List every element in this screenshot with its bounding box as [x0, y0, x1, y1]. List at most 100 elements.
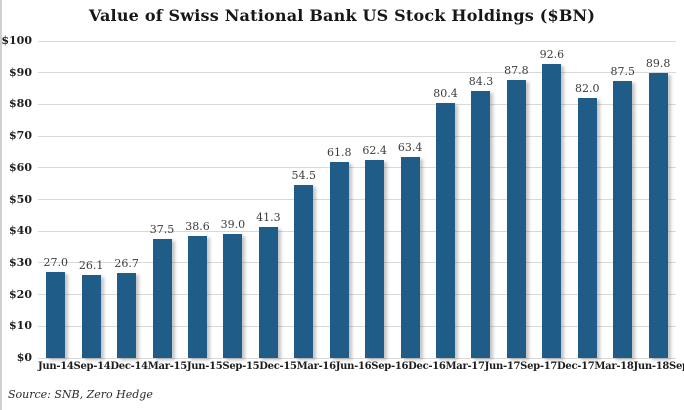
bar-value-label: 62.4	[362, 144, 387, 158]
x-tick-label: Jun-14	[38, 361, 74, 372]
x-tick-label: Dec-16	[408, 361, 446, 372]
bar-cell: 61.8	[322, 41, 357, 358]
bars-container: 27.0 26.1 26.7 37.5 38.6 39.0 41.3 54.5 61.8 62.4…	[38, 41, 676, 358]
y-tick-label: $0	[16, 351, 32, 364]
bar-cell: 27.0	[38, 41, 73, 358]
x-tick-label: Jun-17	[484, 361, 521, 372]
bar-value-label: 89.8	[645, 57, 671, 71]
bar	[648, 73, 668, 358]
bar-value-label: 80.4	[433, 87, 458, 101]
bar-cell: 92.6	[534, 41, 569, 358]
x-tick-label: Dec-17	[557, 361, 595, 372]
bar	[152, 239, 172, 358]
y-tick-label: $100	[1, 34, 32, 47]
x-tick-label: Mar-15	[147, 361, 187, 372]
bar-value-label: 39.0	[220, 218, 246, 232]
gridline	[38, 167, 676, 169]
bar	[294, 185, 314, 358]
bar-value-label: 84.3	[468, 74, 494, 88]
bar	[471, 90, 491, 358]
bar	[613, 80, 633, 358]
bar-cell: 37.5	[144, 41, 179, 358]
bar	[81, 275, 101, 358]
gridline	[38, 294, 676, 296]
bar-cell: 80.4	[428, 41, 463, 358]
bar	[258, 227, 278, 358]
bar	[542, 64, 562, 358]
bar-cell: 38.6	[180, 41, 215, 358]
bar-cell: 82.0	[570, 41, 605, 358]
gridline	[38, 262, 676, 264]
y-tick-label: $30	[9, 255, 32, 269]
x-tick-label: Sep-16	[371, 361, 409, 372]
bar	[506, 79, 526, 358]
source-note: Source: SNB, Zero Hedge	[8, 388, 153, 401]
bar-value-label: 82.0	[575, 82, 600, 96]
bar-cell: 87.8	[499, 41, 534, 358]
bar	[46, 272, 66, 358]
bar-value-label: 27.0	[43, 256, 68, 270]
bar	[329, 162, 349, 358]
bar-value-label: 26.1	[78, 259, 104, 273]
bar-cell: 54.5	[286, 41, 321, 358]
gridline	[38, 325, 676, 327]
x-tick-label: Sep-14	[73, 361, 111, 372]
bar	[436, 103, 456, 358]
bar-value-label: 92.6	[539, 48, 565, 62]
bar-cell: 89.8	[640, 41, 675, 358]
x-tick-label: Sep-17	[520, 361, 558, 372]
bar	[223, 234, 243, 358]
y-tick-label: $10	[9, 319, 32, 333]
plot-area: 27.0 26.1 26.7 37.5 38.6 39.0 41.3 54.5 61.8 62.4…	[38, 40, 676, 359]
y-tick-label: $70	[9, 129, 32, 143]
bar-value-label: 26.7	[114, 257, 139, 271]
bar	[117, 273, 137, 358]
y-tick-label: $60	[9, 160, 32, 174]
gridline	[38, 72, 676, 74]
gridline	[38, 357, 676, 359]
x-tick-label: Jun-18	[633, 361, 670, 372]
x-tick-label: Jun-15	[186, 361, 223, 372]
gridline	[38, 135, 676, 137]
bar-cell: 84.3	[463, 41, 498, 358]
bar-cell: 62.4	[357, 41, 392, 358]
bar-value-label: 38.6	[185, 219, 210, 233]
x-tick-label: Sep-18	[669, 361, 684, 372]
bar	[400, 157, 420, 358]
bar-cell: 39.0	[215, 41, 250, 358]
bar-value-label: 37.5	[149, 223, 175, 237]
bar-cell: 41.3	[251, 41, 286, 358]
y-tick-label: $50	[9, 192, 32, 206]
bar-value-label: 63.4	[397, 141, 423, 155]
bar-cell: 87.5	[605, 41, 640, 358]
x-axis-labels: Jun-14 Sep-14 Dec-14 Mar-15 Jun-15 Sep-15 Dec-…	[38, 361, 684, 372]
bar-cell: 26.7	[109, 41, 144, 358]
y-tick-label: $90	[9, 65, 32, 79]
gridline	[38, 199, 676, 200]
x-tick-label: Mar-18	[594, 361, 634, 372]
bar-value-label: 54.5	[291, 169, 317, 183]
x-tick-label: Sep-15	[222, 361, 260, 372]
x-tick-label: Dec-14	[110, 361, 148, 372]
gridline	[38, 103, 676, 105]
x-tick-label: Mar-16	[296, 361, 336, 372]
x-tick-label: Dec-15	[259, 361, 297, 372]
bar	[187, 235, 207, 358]
x-tick-label: Jun-16	[335, 361, 372, 372]
x-tick-label: Mar-17	[445, 361, 485, 372]
left-edge-line	[0, 0, 2, 410]
bar-cell: 26.1	[73, 41, 108, 358]
y-tick-label: $20	[9, 287, 32, 301]
gridline	[38, 40, 676, 42]
gridline	[38, 230, 676, 232]
y-tick-label: $80	[9, 97, 32, 111]
bar-cell: 63.4	[392, 41, 427, 358]
bar	[577, 98, 597, 358]
chart-title: Value of Swiss National Bank US Stock Ho…	[88, 6, 596, 25]
y-tick-label: $40	[9, 224, 32, 238]
bar-value-label: 41.3	[256, 211, 281, 225]
bar-value-label: 87.5	[610, 64, 635, 78]
bar-value-label: 87.8	[504, 63, 529, 77]
bar-value-label: 61.8	[326, 146, 352, 160]
